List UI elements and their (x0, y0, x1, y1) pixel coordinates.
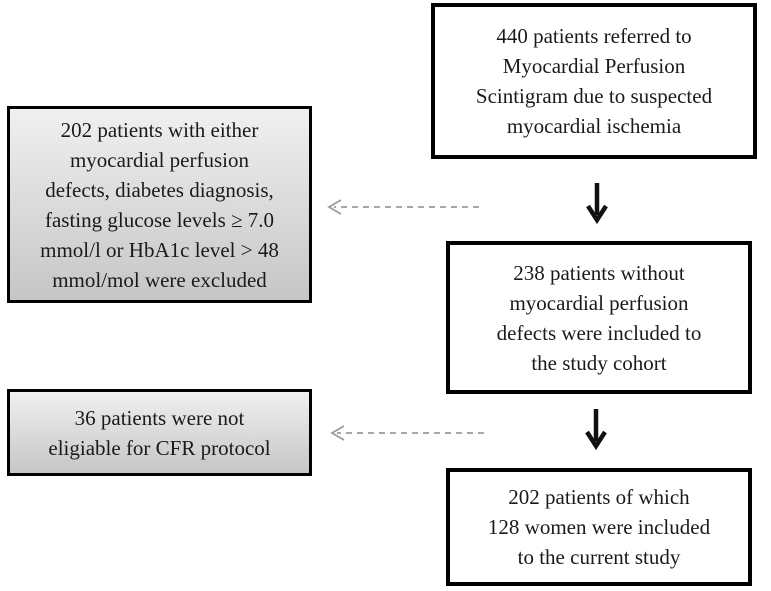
flow-box-excluded: 202 patients with either myocardial perf… (7, 106, 312, 303)
dashed-left-arrow-icon (327, 199, 479, 215)
flow-box-current-study: 202 patients of which 128 women were inc… (446, 468, 752, 586)
flow-box-study-cohort: 238 patients without myocardial perfusio… (446, 241, 752, 394)
flow-box-study-cohort-text: 238 patients without myocardial perfusio… (496, 260, 702, 375)
flow-box-referred-text: 440 patients referred to Myocardial Perf… (475, 24, 713, 138)
flow-box-current-study-text: 202 patients of which 128 women were inc… (487, 485, 711, 569)
down-arrow-icon (586, 183, 608, 225)
flow-box-not-eligible-text: 36 patients were not eligiable for CFR p… (48, 405, 271, 460)
flow-box-referred: 440 patients referred to Myocardial Perf… (431, 3, 757, 159)
flow-box-excluded-text: 202 patients with either myocardial perf… (40, 117, 279, 292)
flow-box-not-eligible: 36 patients were not eligiable for CFR p… (7, 389, 312, 476)
down-arrow-icon (585, 409, 607, 451)
dashed-left-arrow-icon (330, 425, 484, 441)
